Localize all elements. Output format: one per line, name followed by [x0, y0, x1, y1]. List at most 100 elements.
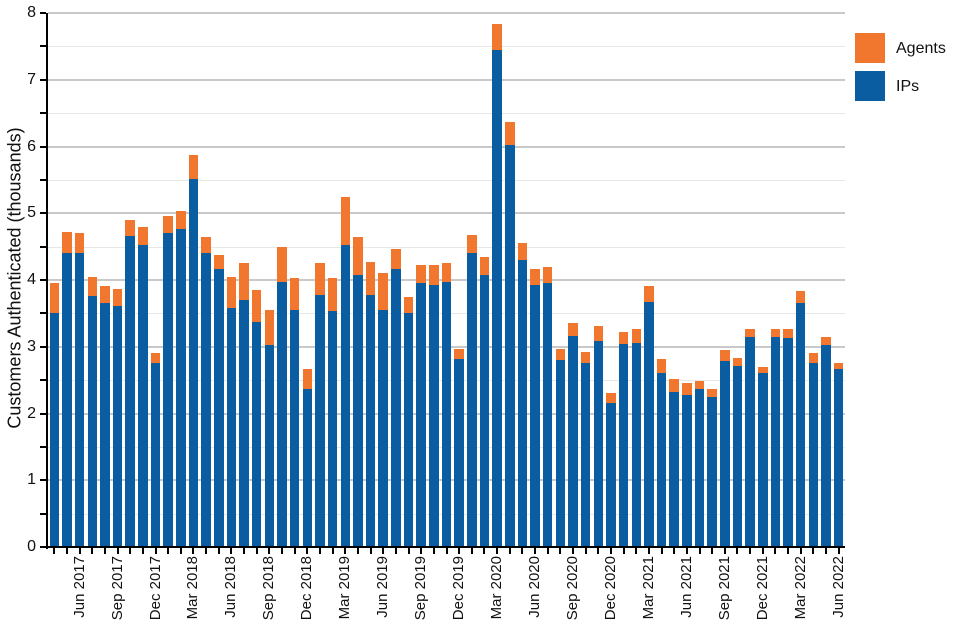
bar-agents-jun-2019 [378, 273, 388, 311]
bar-ips-aug-2018 [251, 322, 262, 547]
x-tick-label-sep-2020: Sep 2020 [564, 556, 581, 621]
bar-ips-feb-2021 [631, 343, 641, 547]
bar-agents-jun-2017 [74, 232, 85, 254]
x-tick [318, 548, 321, 554]
bar-agents-mar-2018 [188, 155, 199, 180]
x-tick [774, 548, 777, 554]
x-tick-label-jun-2019: Jun 2019 [374, 556, 392, 618]
x-tick [458, 548, 461, 554]
y-tick-label-5: 5 [27, 204, 36, 222]
bar-agents-may-2022 [821, 336, 831, 346]
bar-ips-dec-2018 [302, 389, 313, 547]
bar-agents-may-2021 [669, 379, 679, 393]
bar-agents-aug-2020 [555, 349, 566, 361]
x-tick [837, 548, 840, 554]
x-tick [331, 548, 334, 554]
bar-ips-oct-2021 [732, 366, 743, 547]
x-tick [812, 548, 815, 554]
bar-agents-aug-2018 [251, 290, 262, 323]
bar-ips-jul-2018 [239, 300, 249, 547]
x-tick-label-sep-2021: Sep 2021 [715, 556, 733, 621]
legend-swatch-ips [855, 71, 885, 101]
y-tick [40, 12, 46, 14]
legend-swatch-agents [855, 33, 885, 63]
bar-ips-oct-2017 [125, 235, 135, 547]
x-tick [660, 548, 663, 554]
bar-agents-may-2018 [214, 254, 224, 270]
y-tick [40, 145, 46, 148]
bar-ips-apr-2017 [49, 313, 60, 547]
bar-agents-feb-2021 [631, 329, 641, 344]
bar-ips-may-2019 [365, 294, 376, 547]
y-tick-label-0: 0 [27, 538, 36, 555]
x-tick [647, 548, 650, 554]
bar-ips-aug-2021 [707, 397, 717, 547]
x-tick-label-jun-2022: Jun 2022 [829, 556, 847, 618]
bar-agents-apr-2020 [505, 122, 515, 146]
y-tick [40, 546, 46, 548]
x-tick [698, 548, 701, 554]
x-tick [609, 548, 612, 554]
bar-ips-aug-2019 [403, 312, 414, 547]
bar-ips-nov-2019 [441, 282, 452, 547]
bar-ips-may-2018 [214, 269, 224, 547]
bar-ips-sep-2018 [264, 345, 275, 547]
x-tick-label-mar-2021: Mar 2021 [639, 556, 657, 620]
gridline-major [48, 78, 845, 81]
x-tick [179, 548, 182, 554]
bar-ips-apr-2019 [353, 275, 363, 547]
x-tick [597, 548, 600, 554]
bar-ips-jun-2017 [74, 253, 85, 547]
y-tick-label-8: 8 [27, 4, 36, 21]
x-tick-label-jun-2018: Jun 2018 [222, 556, 240, 618]
bar-ips-jun-2018 [226, 308, 237, 547]
bar-ips-dec-2020 [606, 402, 616, 547]
bar-ips-dec-2021 [758, 373, 768, 547]
bar-ips-jun-2020 [530, 285, 540, 547]
bar-agents-jun-2022 [833, 362, 844, 370]
x-tick [685, 548, 688, 554]
bar-agents-sep-2018 [264, 310, 275, 346]
bar-ips-feb-2018 [176, 228, 186, 547]
x-tick [78, 548, 81, 554]
bar-ips-jun-2019 [378, 310, 388, 547]
bar-ips-jan-2019 [315, 295, 325, 547]
bar-agents-may-2020 [517, 243, 528, 260]
x-tick [293, 548, 296, 554]
bar-agents-sep-2017 [112, 289, 123, 307]
bar-agents-nov-2020 [593, 326, 604, 342]
legend-label-agents: Agents [896, 40, 946, 57]
x-tick [736, 548, 739, 554]
x-tick [382, 548, 385, 554]
bar-ips-mar-2021 [644, 302, 654, 547]
x-tick [787, 548, 790, 554]
bar-ips-may-2020 [517, 259, 528, 547]
bar-agents-mar-2021 [644, 286, 654, 303]
bar-agents-jul-2019 [391, 248, 401, 269]
x-tick [521, 548, 524, 554]
bar-ips-sep-2020 [568, 336, 578, 547]
x-axis-line [46, 546, 845, 548]
x-tick [470, 548, 473, 554]
x-tick [394, 548, 397, 554]
bar-ips-may-2022 [821, 345, 831, 547]
bar-agents-feb-2022 [783, 329, 793, 339]
x-tick [711, 548, 714, 554]
x-tick [546, 548, 549, 554]
x-tick [723, 548, 726, 554]
x-tick-label-mar-2019: Mar 2019 [336, 556, 354, 620]
x-tick-label-jun-2021: Jun 2021 [677, 556, 695, 618]
x-tick [116, 548, 119, 554]
y-tick [40, 479, 46, 482]
x-tick [432, 548, 435, 554]
x-tick [205, 548, 208, 554]
bar-agents-jul-2021 [694, 381, 705, 389]
x-tick [281, 548, 284, 554]
x-tick-label-sep-2019: Sep 2019 [412, 556, 430, 621]
y-tick [40, 178, 46, 181]
bar-ips-jan-2020 [467, 252, 477, 547]
y-tick [40, 279, 46, 281]
x-tick-label-dec-2021: Dec 2021 [753, 556, 771, 621]
bar-agents-jul-2018 [239, 262, 249, 301]
